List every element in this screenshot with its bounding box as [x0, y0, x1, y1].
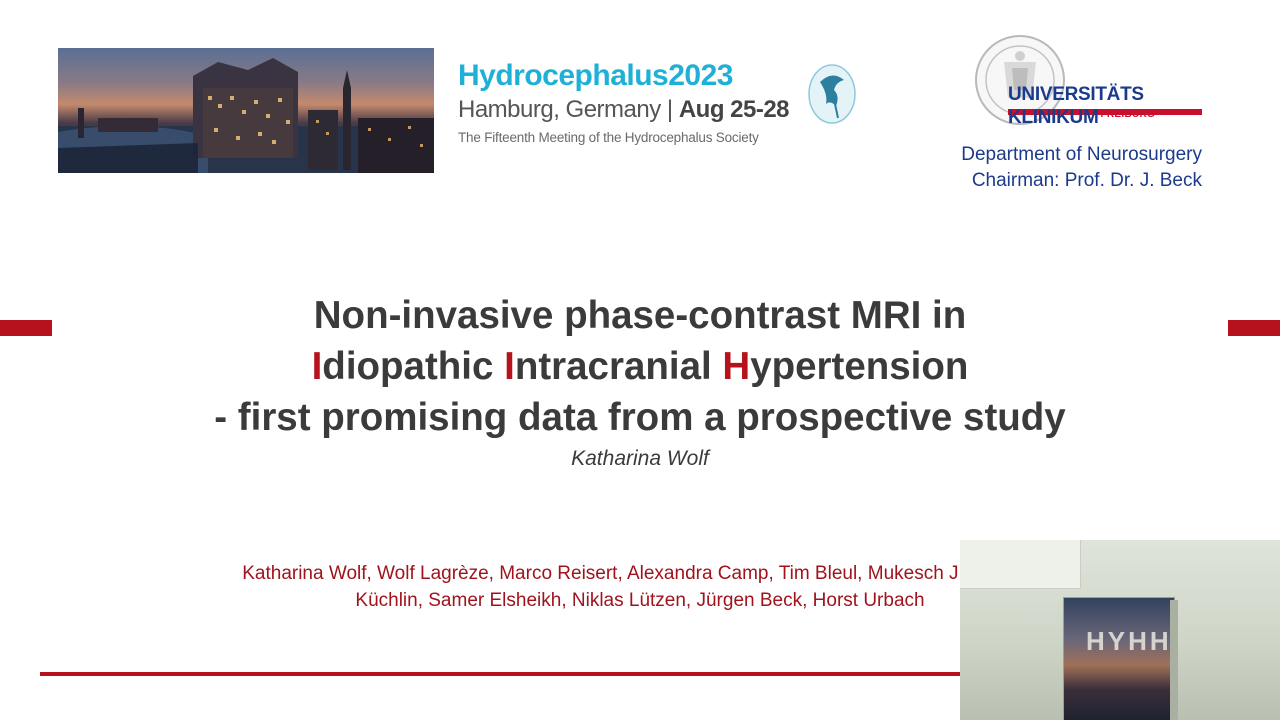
right-accent-bar [1228, 320, 1280, 336]
university-logo-text: UNIVERSITÄTS KLINIKUM FREIBURG [1008, 85, 1155, 128]
conference-subtitle: The Fifteenth Meeting of the Hydrocephal… [458, 130, 759, 145]
left-accent-bar [0, 320, 52, 336]
university-name-line2: KLINIKUM [1008, 107, 1099, 128]
title-word-hypertension: ypertension [750, 345, 969, 388]
video-poster-stand [1170, 600, 1178, 720]
title-initial-h: H [722, 345, 751, 388]
conference-location-date: Hamburg, Germany | Aug 25-28 [458, 94, 790, 126]
university-seal-icon [974, 34, 1066, 126]
title-line-3: - first promising data from a prospectiv… [214, 396, 1066, 439]
department-name: Department of Neurosurgery [961, 144, 1202, 165]
presenter-video-overlay[interactable]: HYHH [960, 540, 1280, 720]
authors-line-2: Küchlin, Samer Elsheikh, Niklas Lützen, … [355, 590, 925, 611]
title-line-2: Idiopathic Intracranial Hypertension [140, 341, 1140, 392]
title-initial-i2: I [504, 345, 515, 388]
video-poster [1064, 598, 1174, 720]
slide-title: Non-invasive phase-contrast MRI in Idiop… [140, 290, 1140, 443]
presenter-name: Katharina Wolf [571, 447, 709, 470]
conference-separator: | [666, 96, 673, 123]
conference-name: Hydrocephalus2023 [458, 59, 733, 92]
title-word-idiopathic: diopathic [322, 345, 505, 388]
university-name-line1: UNIVERSITÄTS [1008, 84, 1144, 105]
bottom-divider [40, 672, 1000, 676]
conference-location: Hamburg, Germany [458, 96, 661, 123]
title-initial-i: I [311, 345, 323, 388]
title-line-1: Non-invasive phase-contrast MRI in [313, 294, 967, 337]
video-poster-text: HYHH [1086, 626, 1172, 656]
video-background-panel [960, 540, 1081, 589]
department-info: Department of Neurosurgery Chairman: Pro… [961, 142, 1202, 194]
title-word-intracranial: ntracranial [514, 345, 723, 388]
authors-line-1: Katharina Wolf, Wolf Lagrèze, Marco Reis… [242, 563, 1038, 584]
conference-dates: Aug 25-28 [678, 96, 790, 123]
department-chairman: Chairman: Prof. Dr. J. Beck [971, 170, 1202, 191]
university-city: FREIBURG [1100, 109, 1156, 120]
conference-info: Hydrocephalus2023 Hamburg, Germany | Aug… [458, 58, 790, 145]
author-list: Katharina Wolf, Wolf Lagrèze, Marco Reis… [40, 560, 1240, 614]
hydrocephalus-society-logo-icon [806, 60, 858, 126]
university-logo-bar [1008, 109, 1202, 115]
hamburg-skyline-photo [58, 48, 434, 173]
